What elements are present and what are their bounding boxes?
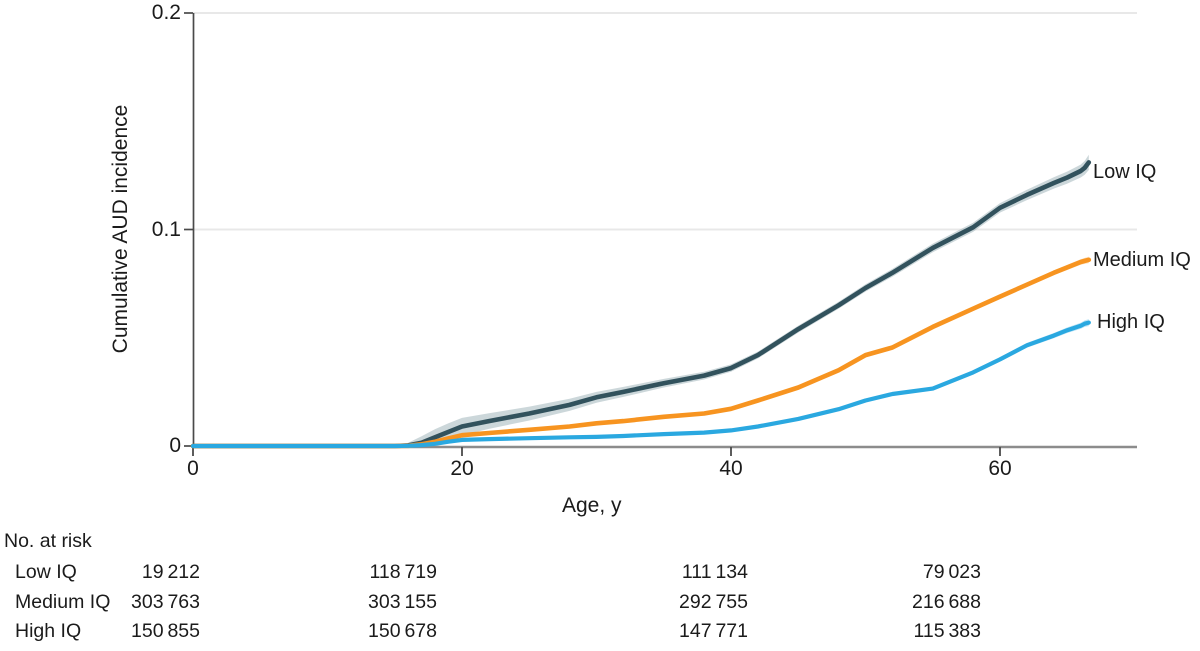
series-label-high-iq: High IQ — [1097, 311, 1165, 333]
x-tick-label: 40 — [719, 457, 743, 480]
risk-value: 118 719 — [369, 561, 437, 583]
risk-value: 150 855 — [131, 620, 200, 642]
risk-value: 147 771 — [679, 620, 748, 642]
risk-value: 150 678 — [368, 620, 437, 642]
x-tick-label: 20 — [450, 457, 474, 480]
risk-value: 115 383 — [913, 620, 981, 642]
y-tick-label: 0 — [169, 434, 181, 457]
risk-row-label: Low IQ — [15, 561, 77, 583]
x-tick-label: 0 — [187, 457, 199, 480]
curve-low-iq — [190, 160, 1092, 449]
risk-value: 111 134 — [681, 561, 748, 583]
series-label-low-iq: Low IQ — [1093, 161, 1157, 183]
risk-value: 79 023 — [922, 561, 981, 583]
risk-table-row-medium-iq: Medium IQ 303 763 303 155 292 755 216 68… — [0, 591, 1200, 615]
series-label-medium-iq: Medium IQ — [1093, 249, 1191, 271]
risk-table-row-high-iq: High IQ 150 855 150 678 147 771 115 383 — [0, 620, 1200, 644]
x-axis-title: Age, y — [562, 494, 622, 517]
risk-value: 303 155 — [368, 591, 437, 613]
risk-row-label: High IQ — [15, 620, 82, 642]
risk-value: 292 755 — [679, 591, 748, 613]
risk-value: 216 688 — [912, 591, 981, 613]
ci-band-high-iq — [193, 319, 1089, 446]
y-tick-label: 0.2 — [151, 1, 181, 24]
risk-value: 303 763 — [131, 591, 200, 613]
risk-table-title: No. at risk — [4, 530, 92, 552]
risk-table-row-low-iq: Low IQ 19 212 118 719 111 134 79 023 — [0, 561, 1200, 585]
curve-high-iq — [190, 320, 1091, 449]
chart-plot-area — [184, 12, 1137, 456]
curve-medium-iq — [190, 257, 1092, 449]
y-axis-title: Cumulative AUD incidence — [109, 104, 132, 354]
risk-row-label: Medium IQ — [15, 591, 111, 613]
ci-band-low-iq — [193, 154, 1089, 447]
y-tick-label: 0.1 — [151, 217, 181, 241]
x-tick-label: 60 — [988, 457, 1012, 480]
risk-value: 19 212 — [141, 561, 200, 583]
